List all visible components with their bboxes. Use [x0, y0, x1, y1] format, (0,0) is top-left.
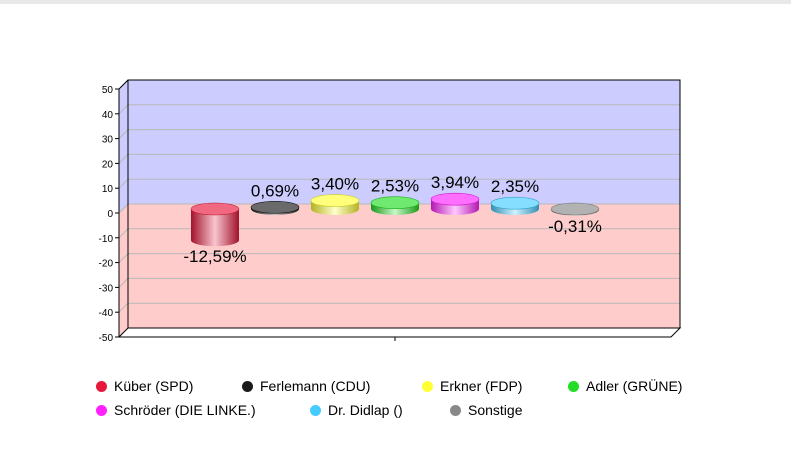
data-label: 3,94% [431, 173, 479, 192]
legend-item: Dr. Didlap () [310, 402, 403, 418]
y-tick-label: 50 [102, 85, 114, 96]
legend-marker-icon [96, 380, 107, 392]
gridline-side [118, 203, 129, 214]
legend-marker-icon [568, 380, 579, 392]
gridline-side [118, 178, 129, 189]
legend-item: Adler (GRÜNE) [568, 378, 682, 394]
gridline-side [118, 104, 129, 115]
y-tick-label: -20 [99, 259, 114, 270]
gridline-side [118, 278, 129, 288]
y-tick-label: 10 [102, 184, 114, 195]
data-label: 3,40% [311, 175, 359, 194]
legend-item: Sonstige [450, 402, 522, 418]
plot-bg-positive [128, 80, 680, 204]
bar-top [250, 200, 300, 214]
gridline-side [118, 253, 129, 263]
legend-label: Adler (GRÜNE) [586, 378, 683, 394]
bar-top [490, 196, 540, 210]
bar-1: 0,69% [250, 181, 300, 215]
legend-label: Ferlemann (CDU) [260, 378, 371, 394]
legend-label: Sonstige [468, 402, 523, 418]
bar-top [430, 192, 480, 206]
legend-item: Ferlemann (CDU) [242, 378, 370, 394]
bar-0: -12,59% [183, 202, 247, 266]
y-tick-label: -40 [99, 308, 114, 319]
bar-top [550, 202, 600, 216]
legend-item: Erkner (FDP) [422, 378, 522, 394]
legend-marker-icon [422, 380, 433, 392]
data-label: -12,59% [183, 247, 246, 266]
legend-marker-icon [450, 404, 461, 416]
y-tick-label: -50 [99, 333, 114, 344]
legend-label: Dr. Didlap () [328, 402, 403, 418]
gridline-side [118, 228, 129, 239]
axis-edge [118, 79, 129, 90]
y-tick-label: 0 [107, 209, 113, 220]
side-wall-negative [119, 204, 128, 337]
bar-top [310, 194, 360, 207]
bar-6: -0,31% [548, 202, 602, 236]
y-tick-label: 20 [102, 159, 114, 170]
gridline-side [118, 302, 129, 313]
legend-item: Schröder (DIE LINKE.) [96, 402, 256, 418]
y-tick-label: 40 [102, 110, 114, 121]
bar-5: 2,35% [490, 177, 540, 215]
bar-top [190, 202, 240, 216]
side-wall-positive [119, 80, 128, 213]
bar-2: 3,40% [310, 175, 360, 215]
legend-label: Schröder (DIE LINKE.) [114, 402, 256, 418]
bar-3: 2,53% [370, 177, 420, 215]
legend-marker-icon [310, 404, 321, 416]
legend-item: Küber (SPD) [96, 378, 193, 394]
bar-top [370, 196, 420, 210]
y-tick-label: 30 [102, 135, 114, 146]
legend-label: Küber (SPD) [114, 378, 194, 394]
gridline-side [118, 154, 129, 164]
y-tick-label: -10 [99, 234, 114, 245]
data-label: 0,69% [251, 181, 299, 200]
data-label: 2,35% [491, 177, 539, 196]
floor [117, 327, 682, 338]
top-bar [0, 0, 791, 4]
legend-marker-icon [96, 404, 107, 416]
data-label: 2,53% [371, 177, 419, 196]
bar-4: 3,94% [430, 173, 480, 215]
legend-marker-icon [242, 380, 253, 392]
gridline-side [118, 129, 129, 139]
data-label: -0,31% [548, 217, 602, 236]
legend-label: Erkner (FDP) [440, 378, 523, 394]
bar-body [191, 209, 240, 247]
y-tick-label: -30 [99, 283, 114, 294]
